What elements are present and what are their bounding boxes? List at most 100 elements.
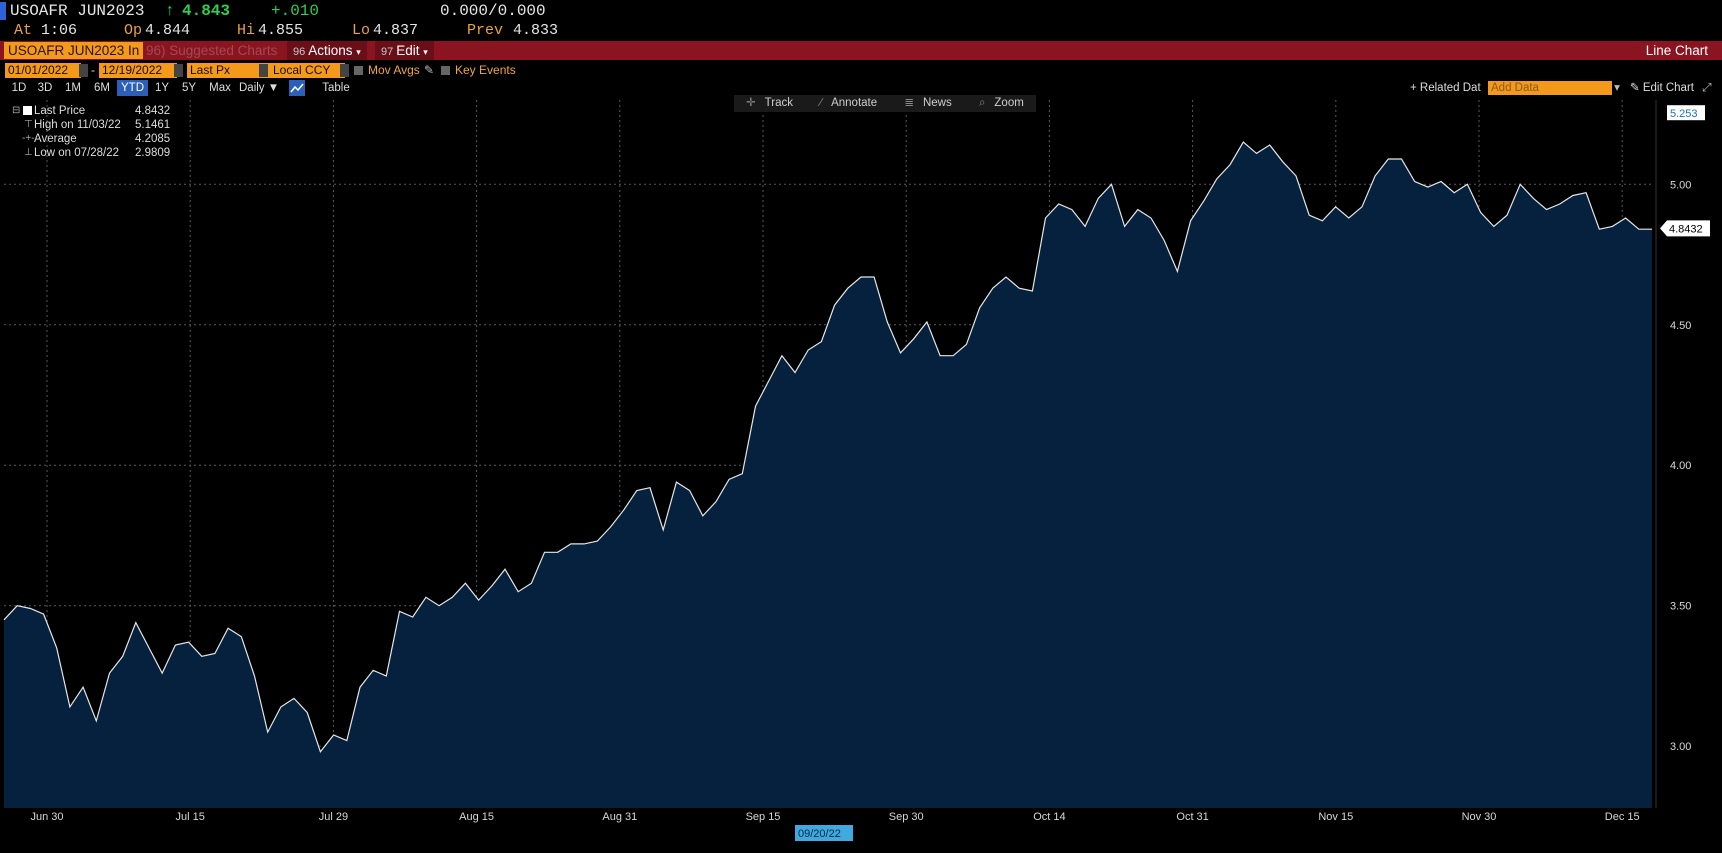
price-line bbox=[3, 141, 1652, 754]
price-chart[interactable]: 3.00 3.50 4.00 4.50 5.00 5.253 4.8432 Jun 30 Ju… bbox=[0, 96, 1722, 848]
cursor-date-box bbox=[795, 825, 853, 841]
chart-tools: ✛ Track ∕ Annotate ≣ News ⌕ Zoom bbox=[734, 95, 1036, 112]
start-date-field[interactable]: 01/01/2022 bbox=[5, 63, 81, 78]
x-tick-label: Jun 30 bbox=[30, 811, 63, 823]
series-swatch-icon bbox=[23, 106, 32, 115]
y-tick-label: 4.00 bbox=[1670, 460, 1691, 472]
open-label: Op bbox=[124, 22, 143, 39]
related-data-button[interactable]: + Related Dat bbox=[1410, 80, 1481, 96]
plus-icon: + bbox=[1410, 82, 1420, 94]
chevron-down-icon: ▾ bbox=[356, 47, 361, 57]
legend-average-label: Average bbox=[34, 133, 77, 145]
x-tick-label: Dec 15 bbox=[1605, 811, 1640, 823]
zoom-tool[interactable]: ⌕ Zoom bbox=[973, 97, 1030, 109]
calendar-icon[interactable] bbox=[79, 64, 88, 77]
pencil-icon: ✎ bbox=[1630, 82, 1643, 94]
zoom-label: Zoom bbox=[994, 97, 1024, 109]
expand-icon[interactable]: ⤢ bbox=[1702, 82, 1712, 94]
security-marker bbox=[0, 2, 6, 20]
low-value: 4.837 bbox=[373, 22, 419, 39]
x-tick-label: Nov 30 bbox=[1462, 811, 1497, 823]
x-tick-label: Oct 31 bbox=[1176, 811, 1208, 823]
open-value: 4.844 bbox=[145, 22, 191, 39]
timeframe-1m[interactable]: 1M bbox=[65, 82, 81, 94]
annotate-label: Annotate bbox=[831, 97, 878, 109]
edit-number: 97 bbox=[381, 46, 394, 58]
x-tick-label: Aug 15 bbox=[459, 811, 494, 823]
timeframe-1d[interactable]: 1D bbox=[11, 82, 27, 94]
low-label: Lo bbox=[352, 22, 371, 39]
timeframe-row: 1D 3D 1M 6M YTD 1Y 5Y Max Daily ▼ Table … bbox=[0, 80, 1722, 97]
price-area bbox=[4, 142, 1652, 809]
legend-last-price-label: Last Price bbox=[34, 105, 86, 117]
y-tick-label: 4.50 bbox=[1670, 320, 1691, 332]
suggested-label: Suggested Charts bbox=[169, 43, 278, 58]
crosshair-icon: ✛ bbox=[746, 97, 756, 109]
key-events-checkbox[interactable] bbox=[441, 66, 450, 75]
x-tick-label: Nov 15 bbox=[1318, 811, 1353, 823]
table-toggle[interactable]: Table bbox=[322, 82, 350, 94]
collapse-icon[interactable]: ⊟ bbox=[12, 105, 21, 116]
chevron-down-icon[interactable] bbox=[259, 64, 268, 77]
pencil-icon[interactable]: ✎ bbox=[424, 63, 435, 77]
legend-low-value: 2.9809 bbox=[135, 147, 171, 159]
up-arrow-icon: ↑ bbox=[165, 2, 175, 20]
add-data-input[interactable]: Add Data bbox=[1488, 81, 1612, 95]
timeframe-max[interactable]: Max bbox=[209, 82, 231, 94]
suggested-charts-button[interactable]: 96) Suggested Charts bbox=[146, 43, 278, 58]
timeframe-ytd[interactable]: YTD bbox=[117, 80, 148, 96]
low-marker-icon: ⊥ bbox=[24, 147, 33, 158]
x-tick-label: Aug 31 bbox=[602, 811, 637, 823]
y-axis: 3.00 3.50 4.00 4.50 5.00 5.253 4.8432 bbox=[1655, 100, 1710, 808]
actions-label: Actions bbox=[308, 43, 353, 58]
function-toolbar: USOAFR JUN2023 In 96) Suggested Charts 9… bbox=[0, 41, 1722, 60]
last-price-marker-label: 4.8432 bbox=[1669, 223, 1703, 235]
legend-average-value: 4.2085 bbox=[135, 133, 171, 145]
timeframe-3d[interactable]: 3D bbox=[37, 82, 53, 94]
ticker-symbol[interactable]: USOAFR JUN2023 bbox=[10, 2, 145, 20]
net-change: +.010 bbox=[271, 2, 320, 20]
mov-avgs-checkbox[interactable] bbox=[354, 66, 363, 75]
annotate-tool[interactable]: ∕ Annotate bbox=[814, 97, 883, 109]
edit-chart-button[interactable]: ✎ Edit Chart bbox=[1630, 80, 1694, 96]
news-icon: ≣ bbox=[904, 97, 914, 109]
edit-menu-button[interactable]: 97 Edit ▾ bbox=[375, 41, 434, 60]
related-data-label: Related Dat bbox=[1419, 82, 1481, 94]
y-tick-label: 3.50 bbox=[1670, 601, 1691, 613]
timeframe-1y[interactable]: 1Y bbox=[154, 82, 170, 94]
actions-menu-button[interactable]: 96 Actions ▾ bbox=[287, 41, 367, 60]
legend-last-price-value: 4.8432 bbox=[135, 105, 171, 117]
timeframe-6m[interactable]: 6M bbox=[94, 82, 110, 94]
x-tick-label: Oct 14 bbox=[1033, 811, 1065, 823]
price-field-select[interactable]: Last Px bbox=[187, 63, 271, 78]
currency-select[interactable]: Local CCY bbox=[270, 63, 345, 78]
at-label: At bbox=[14, 22, 33, 39]
chevron-down-icon[interactable]: ▾ bbox=[1614, 82, 1620, 94]
timeframe-5y[interactable]: 5Y bbox=[181, 82, 197, 94]
line-chart-icon[interactable] bbox=[289, 80, 305, 96]
prev-value: 4.833 bbox=[513, 22, 559, 39]
legend-low-label: Low on 07/28/22 bbox=[34, 147, 120, 159]
mov-avgs-label[interactable]: Mov Avgs bbox=[368, 63, 420, 77]
y-tick-label: 3.00 bbox=[1670, 741, 1691, 753]
x-tick-label: Jul 29 bbox=[319, 811, 348, 823]
legend-high-label: High on 11/03/22 bbox=[34, 119, 121, 131]
high-value: 4.855 bbox=[258, 22, 304, 39]
edit-chart-label: Edit Chart bbox=[1642, 82, 1694, 94]
high-marker-icon: ⊤ bbox=[24, 119, 33, 130]
news-tool[interactable]: ≣ News bbox=[898, 97, 957, 109]
calendar-icon[interactable] bbox=[174, 64, 183, 77]
legend-high-value: 5.1461 bbox=[135, 119, 171, 131]
cursor-date-label: 09/20/22 bbox=[798, 828, 841, 840]
average-marker-icon: -+- bbox=[22, 133, 35, 144]
ticker-input[interactable]: USOAFR JUN2023 In bbox=[4, 42, 144, 59]
edit-label: Edit bbox=[396, 43, 420, 58]
key-events-label[interactable]: Key Events bbox=[455, 63, 516, 77]
x-tick-label: Sep 15 bbox=[746, 811, 781, 823]
frequency-select[interactable]: Daily ▼ bbox=[239, 80, 279, 96]
annotate-icon: ∕ bbox=[820, 97, 823, 109]
chevron-down-icon[interactable] bbox=[340, 64, 349, 77]
track-tool[interactable]: ✛ Track bbox=[740, 97, 799, 109]
end-date-field[interactable]: 12/19/2022 bbox=[99, 63, 177, 78]
